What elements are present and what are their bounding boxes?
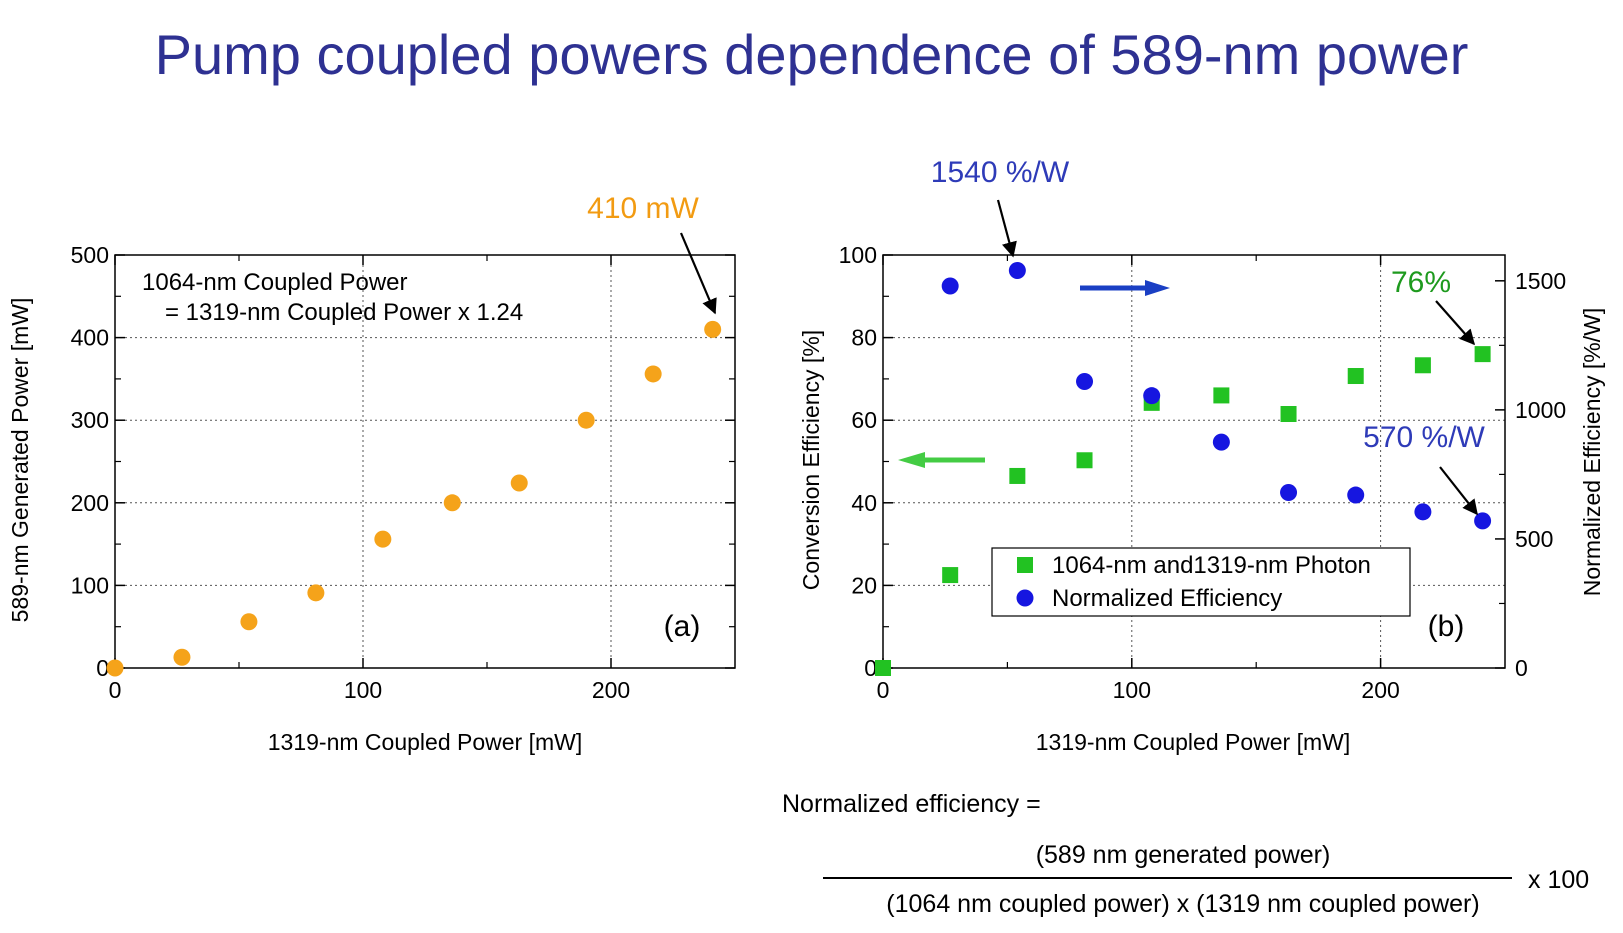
y-tick-label-left: 80 [851,325,877,351]
y-tick-label-right: 1500 [1515,268,1566,294]
y-tick-label-right: 0 [1515,655,1528,681]
y-tick-label: 200 [71,490,109,516]
x-axis-label-a: 1319-nm Coupled Power [mW] [268,729,582,755]
legend-label-normalized: Normalized Efficiency [1052,585,1282,612]
legend-box [991,547,1411,617]
legend-marker-photon [1017,557,1033,573]
x-axis-label-b: 1319-nm Coupled Power [mW] [1036,729,1350,755]
x-tick-label: 100 [1113,677,1151,703]
legend-label-photon: 1064-nm and1319-nm Photon [1052,552,1371,579]
series-a [106,320,722,677]
legend-marker-normalized [1016,589,1034,607]
y-tick-label-right: 500 [1515,526,1553,552]
data-point-conversion-efficiency [1213,387,1230,404]
data-point-normalized-efficiency [1474,512,1492,530]
annotation-570: 570 %/W [1363,421,1485,454]
y-tick-label: 100 [71,572,109,598]
y-axis-label-left-b: Conversion Efficiency [%] [798,330,824,590]
x-tick-label: 200 [1361,677,1399,703]
y-axis-label-a: 589-nm Generated Power [mW] [7,298,33,623]
data-point-normalized-efficiency [941,277,959,295]
y-tick-label: 400 [71,325,109,351]
annotation-arrow-76 [1435,300,1476,346]
legend: 1064-nm and1319-nm Photon Normalized Eff… [991,547,1411,617]
ticks-a: 0 100 200 0 100 200 300 400 500 [71,242,735,703]
y-tick-label-left: 20 [851,572,877,598]
y-tick-label-left: 100 [839,242,877,268]
x-tick-label: 0 [877,677,890,703]
data-point-conversion-efficiency [1280,406,1297,423]
x-tick-label: 100 [344,677,382,703]
right-axis-arrow [1080,280,1170,296]
annotation-76: 76% [1391,266,1451,299]
data-point-normalized-efficiency [1143,387,1161,405]
y-tick-label: 0 [96,655,109,681]
data-point-conversion-efficiency [1009,467,1026,484]
panel-label-a: (a) [664,610,701,643]
data-point-generated-power [443,494,461,512]
data-point-generated-power [240,613,258,631]
y-tick-label-left: 0 [864,655,877,681]
annotation-1540: 1540 %/W [931,156,1070,189]
data-point-generated-power [644,365,662,383]
slide-title: Pump coupled powers dependence of 589-nm… [154,23,1469,86]
note-line-1: 1064-nm Coupled Power [142,269,408,296]
data-point-generated-power [173,648,191,666]
data-point-conversion-efficiency [1347,368,1364,385]
data-point-generated-power [510,474,528,492]
y-tick-label-left: 40 [851,490,877,516]
data-point-conversion-efficiency [1474,346,1491,363]
annotation-arrow-570 [1439,466,1478,516]
data-point-conversion-efficiency [942,567,959,584]
series-b [875,261,1492,676]
panel-label-b: (b) [1428,610,1465,643]
data-point-normalized-efficiency [1347,486,1365,504]
data-point-normalized-efficiency [1008,261,1026,279]
data-point-normalized-efficiency [1212,433,1230,451]
annotation-410mw: 410 mW [587,192,699,225]
formula-denominator: (1064 nm coupled power) x (1319 nm coupl… [886,890,1479,918]
formula-numerator: (589 nm generated power) [1036,841,1331,869]
data-point-normalized-efficiency [1414,503,1432,521]
left-axis-arrow [898,452,985,468]
note-line-2: = 1319-nm Coupled Power x 1.24 [165,299,523,326]
y-tick-label-left: 60 [851,407,877,433]
annotation-arrow-a [679,232,717,315]
x-tick-label: 200 [592,677,630,703]
formula: Normalized efficiency = (589 nm generate… [782,790,1589,918]
formula-factor: x 100 [1528,866,1589,894]
data-point-generated-power [307,584,325,602]
grid-a [115,255,735,668]
data-point-generated-power [374,530,392,548]
data-point-normalized-efficiency [1076,372,1094,390]
data-point-generated-power [577,411,595,429]
y-tick-label: 500 [71,242,109,268]
y-axis-label-right-b: Normalized Efficiency [%/W] [1579,308,1605,596]
data-point-conversion-efficiency [1076,452,1093,469]
data-point-conversion-efficiency [875,660,891,676]
data-point-normalized-efficiency [1280,483,1298,501]
data-point-generated-power [106,659,124,677]
annotation-arrow-1540 [996,199,1017,258]
chart-panel-a: 0 100 200 0 100 200 300 400 500 1064-nm Coupled … [7,192,736,755]
y-tick-label-right: 1000 [1515,397,1566,423]
data-point-conversion-efficiency [1414,357,1431,374]
x-tick-label: 0 [109,677,122,703]
formula-lhs: Normalized efficiency = [782,790,1041,818]
y-tick-label: 300 [71,407,109,433]
data-point-generated-power [704,320,722,338]
